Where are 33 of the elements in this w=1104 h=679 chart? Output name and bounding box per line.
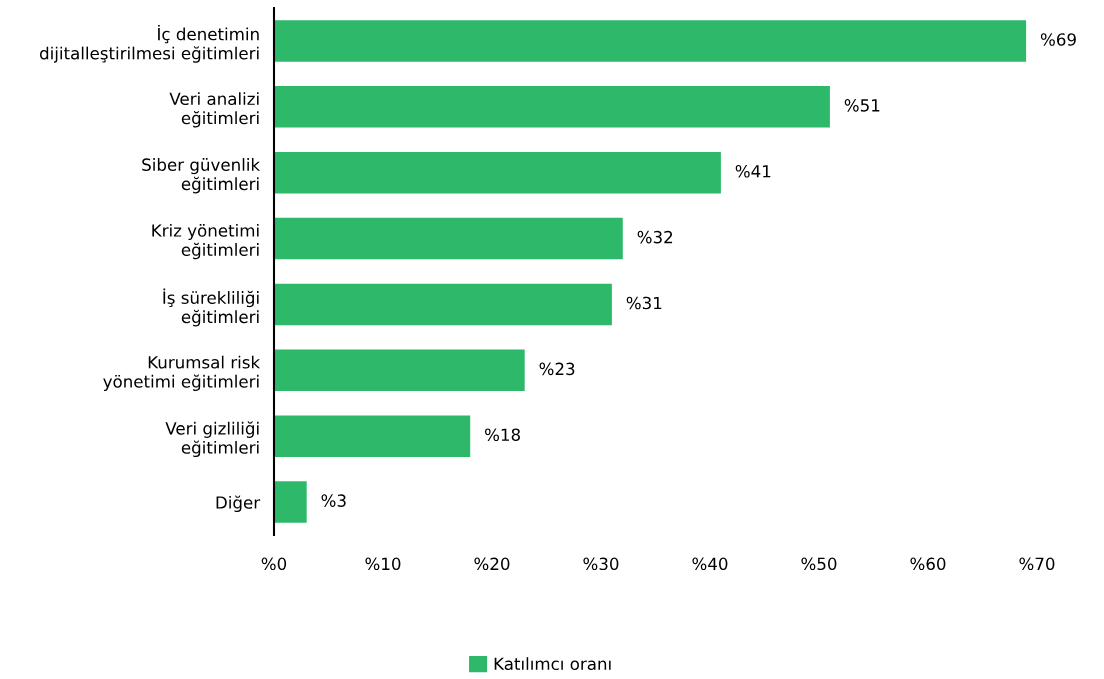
data-label: %32 (637, 230, 673, 244)
y-tick-label: Kurumsal risk yönetimi eğitimleri (103, 355, 261, 391)
bar (274, 283, 612, 326)
bar (274, 217, 623, 260)
data-label: %51 (844, 99, 880, 112)
bar (274, 415, 471, 457)
bar (274, 86, 830, 128)
x-tick-label: %30 (583, 557, 619, 571)
legend-label: Katılımcı oranı (494, 657, 611, 671)
x-tick-label: %10 (365, 557, 401, 571)
bar (274, 481, 307, 523)
data-label: %69 (1040, 33, 1076, 46)
y-tick-label: Veri gizliliği eğitimleri (165, 421, 259, 458)
data-label: %23 (539, 362, 575, 376)
y-tick-label: Veri analizi eğitimleri (169, 92, 259, 128)
y-tick-label: Siber güvenlik eğitimleri (142, 158, 261, 194)
data-label: %41 (735, 164, 771, 178)
bar (274, 349, 525, 392)
x-tick-label: %70 (1019, 557, 1055, 571)
x-tick-label: %20 (474, 557, 510, 571)
x-tick-label: %60 (910, 557, 946, 571)
x-tick-label: %50 (801, 557, 837, 571)
y-tick-label: Diğer (216, 495, 261, 513)
x-tick-label: %0 (261, 557, 287, 571)
data-label: %18 (485, 428, 520, 442)
bar (274, 151, 721, 194)
data-label: %31 (626, 296, 662, 310)
y-tick-label: Kriz yönetimi eğitimleri (152, 223, 259, 260)
data-label: %3 (321, 494, 346, 507)
y-tick-label: İç denetimin dijitalleştirilmesi eğitimleri (40, 24, 259, 63)
bar (274, 20, 1027, 62)
x-tick-label: %40 (692, 557, 728, 571)
y-tick-label: İş sürekliliği eğitimleri (163, 288, 259, 327)
